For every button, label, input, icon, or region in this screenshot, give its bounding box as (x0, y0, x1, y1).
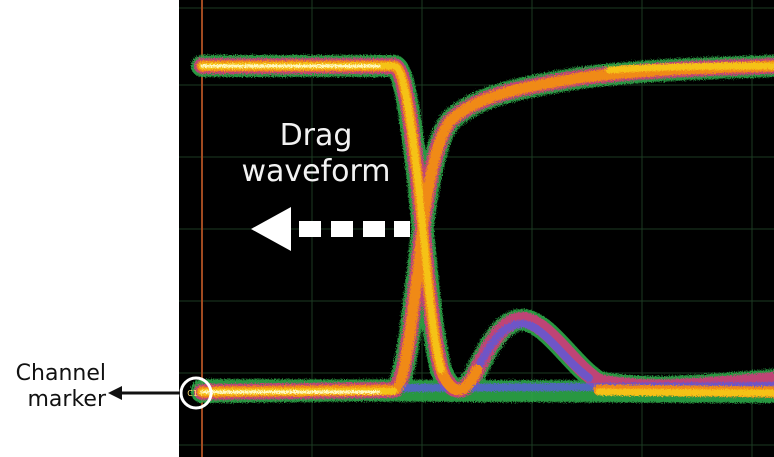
oscilloscope-display[interactable]: C1+ Drag waveform (179, 0, 774, 457)
waveform-trace[interactable] (191, 55, 774, 403)
channel-label-line2: marker (27, 387, 107, 412)
channel-marker-label: Channel marker (0, 361, 106, 413)
channel-pointer-arrow-icon (108, 386, 180, 400)
drag-label-line1: Drag (279, 118, 353, 153)
channel-marker-text: C1+ (187, 389, 204, 398)
drag-label-line2: waveform (241, 154, 391, 189)
drag-arrow-icon (251, 207, 410, 251)
channel-marker[interactable]: C1+ (179, 376, 213, 410)
drag-instruction: Drag waveform (221, 118, 411, 190)
channel-label-line1: Channel (15, 361, 106, 386)
